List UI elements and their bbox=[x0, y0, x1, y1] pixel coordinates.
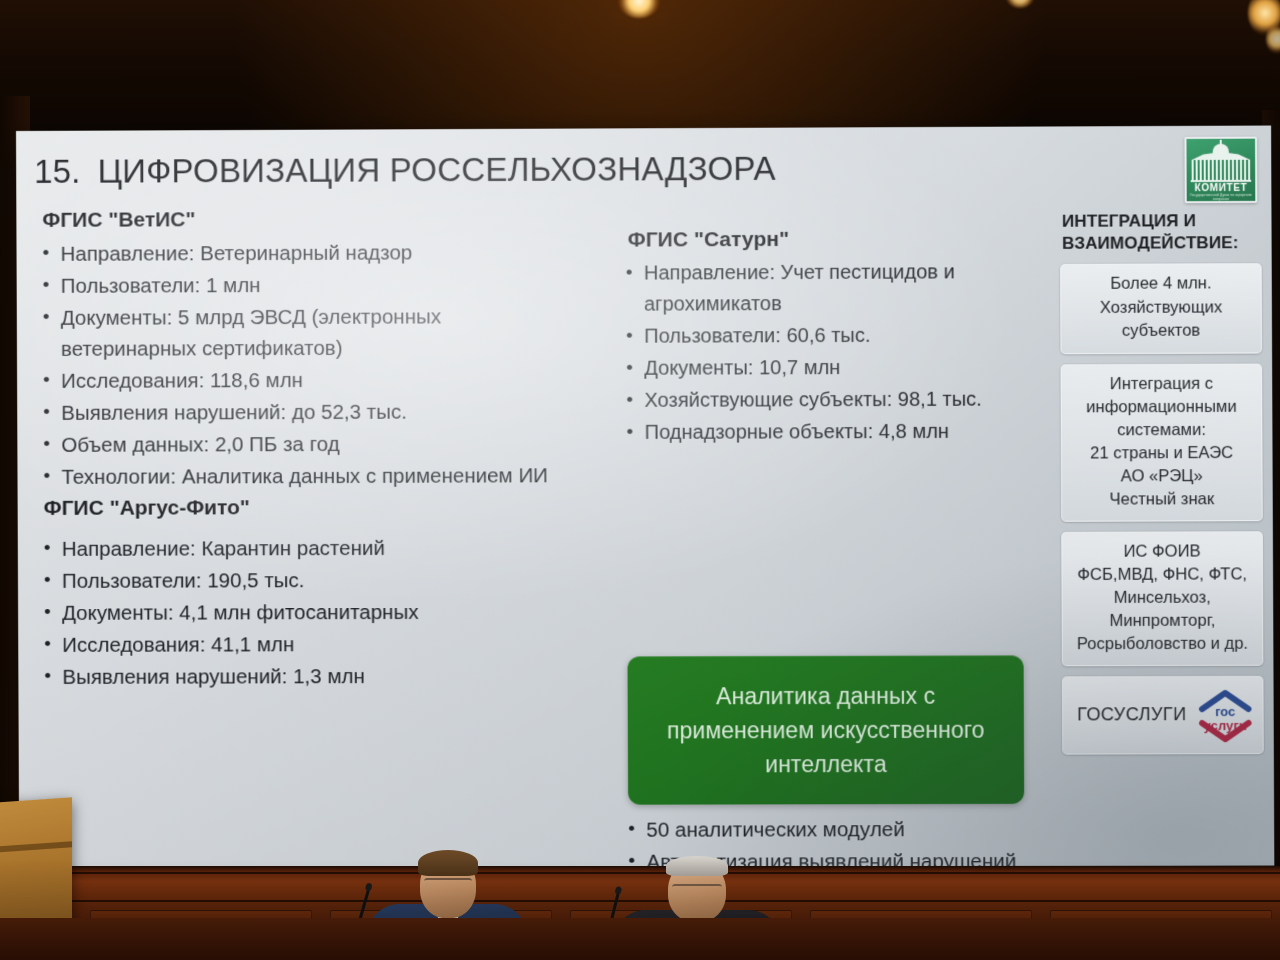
gosuslugi-label: ГОСУСЛУГИ bbox=[1077, 703, 1187, 725]
list-item: Пользователи: 190,5 тыс. bbox=[36, 564, 577, 597]
logo-dome-shape bbox=[1212, 143, 1229, 153]
list-item: Документы: 4,1 млн фитосанитарных bbox=[36, 596, 577, 629]
logo-columns-shape bbox=[1191, 159, 1251, 181]
list-item: 50 аналитических модулей bbox=[620, 814, 1042, 846]
middle-column: ФГИС "Сатурн" Направление: Учет пестицид… bbox=[618, 227, 1041, 450]
ai-analytics-text: Аналитика данных с применением искусстве… bbox=[667, 682, 985, 778]
list-item: Пользователи: 1 млн bbox=[35, 269, 576, 302]
card-integration: Интеграция с информационными системами: … bbox=[1060, 363, 1263, 522]
list-item: Пользователи: 60,6 тыс. bbox=[618, 320, 1040, 353]
dais-front bbox=[0, 918, 1280, 960]
speaker-right-hair bbox=[666, 856, 728, 876]
list-item: Объем данных: 2,0 ПБ за год bbox=[35, 428, 576, 461]
argus-heading: ФГИС "Аргус-Фито" bbox=[43, 496, 250, 520]
list-item: Технологии: Аналитика данных с применени… bbox=[35, 460, 576, 493]
speaker-right-glasses-icon bbox=[672, 884, 722, 896]
slide-title: 15. ЦИФРОВИЗАЦИЯ РОССЕЛЬХОЗНАДЗОРА bbox=[34, 150, 776, 191]
gosuslugi-logo-icon: гос услуги bbox=[1194, 686, 1257, 742]
ceiling-light bbox=[618, 0, 660, 18]
slide-number: 15. bbox=[34, 152, 81, 190]
presentation-slide: 15. ЦИФРОВИЗАЦИЯ РОССЕЛЬХОЗНАДЗОРА КОМИТЕ… bbox=[16, 125, 1275, 869]
list-item: Хозяйствующие субъекты: 98,1 тыс. bbox=[618, 384, 1040, 417]
right-column: ИНТЕГРАЦИЯ И ВЗАИМОДЕЙСТВИЕ: Более 4 млн… bbox=[1060, 210, 1264, 764]
card-gosuslugi: ГОСУСЛУГИ гос услуги bbox=[1061, 675, 1264, 755]
card-integration-text: Интеграция с информационными системами: … bbox=[1086, 374, 1237, 509]
vetis-heading: ФГИС "ВетИС" bbox=[42, 208, 196, 232]
ai-analytics-callout: Аналитика данных с применением искусстве… bbox=[627, 655, 1025, 805]
list-item: Документы: 10,7 млн bbox=[618, 352, 1040, 385]
svg-text:услуги: услуги bbox=[1204, 718, 1247, 733]
left-column: ФГИС "ВетИС" Направление: Ветеринарный н… bbox=[34, 207, 577, 694]
saturn-bullet-list: Направление: Учет пестицидов и агрохимик… bbox=[618, 257, 1041, 449]
list-item: Документы: 5 млрд ЭВСД (электронных вете… bbox=[35, 301, 576, 365]
argus-bullet-list: Направление: Карантин растений Пользоват… bbox=[36, 532, 578, 693]
list-item: Направление: Учет пестицидов и агрохимик… bbox=[618, 257, 1040, 321]
card-subjects-text: Более 4 млн. Хозяйствующих субъектов bbox=[1099, 274, 1223, 340]
komitet-logo-icon: КОМИТЕТ Государственной Думы по аграрным… bbox=[1184, 136, 1258, 204]
list-item: Выявления нарушений: до 52,3 тыс. bbox=[35, 396, 576, 429]
slide-title-text: ЦИФРОВИЗАЦИЯ РОССЕЛЬХОЗНАДЗОРА bbox=[97, 149, 776, 190]
list-item: Поднадзорные объекты: 4,8 млн bbox=[618, 417, 1040, 450]
svg-text:гос: гос bbox=[1215, 703, 1235, 718]
card-foiv: ИС ФОИВ ФСБ,МВД, ФНС, ФТС, Минсельхоз, М… bbox=[1061, 530, 1264, 666]
logo-base-shape bbox=[1190, 179, 1252, 183]
ceiling-light bbox=[1266, 24, 1280, 54]
ceiling-light bbox=[1005, 0, 1035, 8]
logo-roof-shape bbox=[1192, 152, 1250, 160]
saturn-heading: ФГИС "Сатурн" bbox=[627, 227, 790, 252]
list-item: Направление: Карантин растений bbox=[36, 532, 577, 565]
speaker-left-hair bbox=[418, 850, 478, 876]
card-subjects: Более 4 млн. Хозяйствующих субъектов bbox=[1060, 263, 1262, 354]
vetis-bullet-list: Направление: Ветеринарный надзор Пользов… bbox=[34, 237, 576, 493]
card-foiv-text: ИС ФОИВ ФСБ,МВД, ФНС, ФТС, Минсельхоз, М… bbox=[1076, 541, 1249, 653]
logo-sublabel: Государственной Думы по аграрным вопроса… bbox=[1190, 192, 1252, 202]
speaker-left-glasses-icon bbox=[424, 878, 472, 889]
list-item: Выявления нарушений: 1,3 млн bbox=[36, 661, 577, 693]
list-item: Исследования: 41,1 млн bbox=[36, 628, 577, 660]
list-item: Исследования: 118,6 млн bbox=[35, 364, 576, 397]
projection-screen: 15. ЦИФРОВИЗАЦИЯ РОССЕЛЬХОЗНАДЗОРА КОМИТЕ… bbox=[16, 125, 1275, 869]
ceiling bbox=[0, 0, 1280, 150]
list-item: Направление: Ветеринарный надзор bbox=[34, 237, 575, 270]
integration-heading: ИНТЕГРАЦИЯ И ВЗАИМОДЕЙСТВИЕ: bbox=[1061, 211, 1239, 253]
